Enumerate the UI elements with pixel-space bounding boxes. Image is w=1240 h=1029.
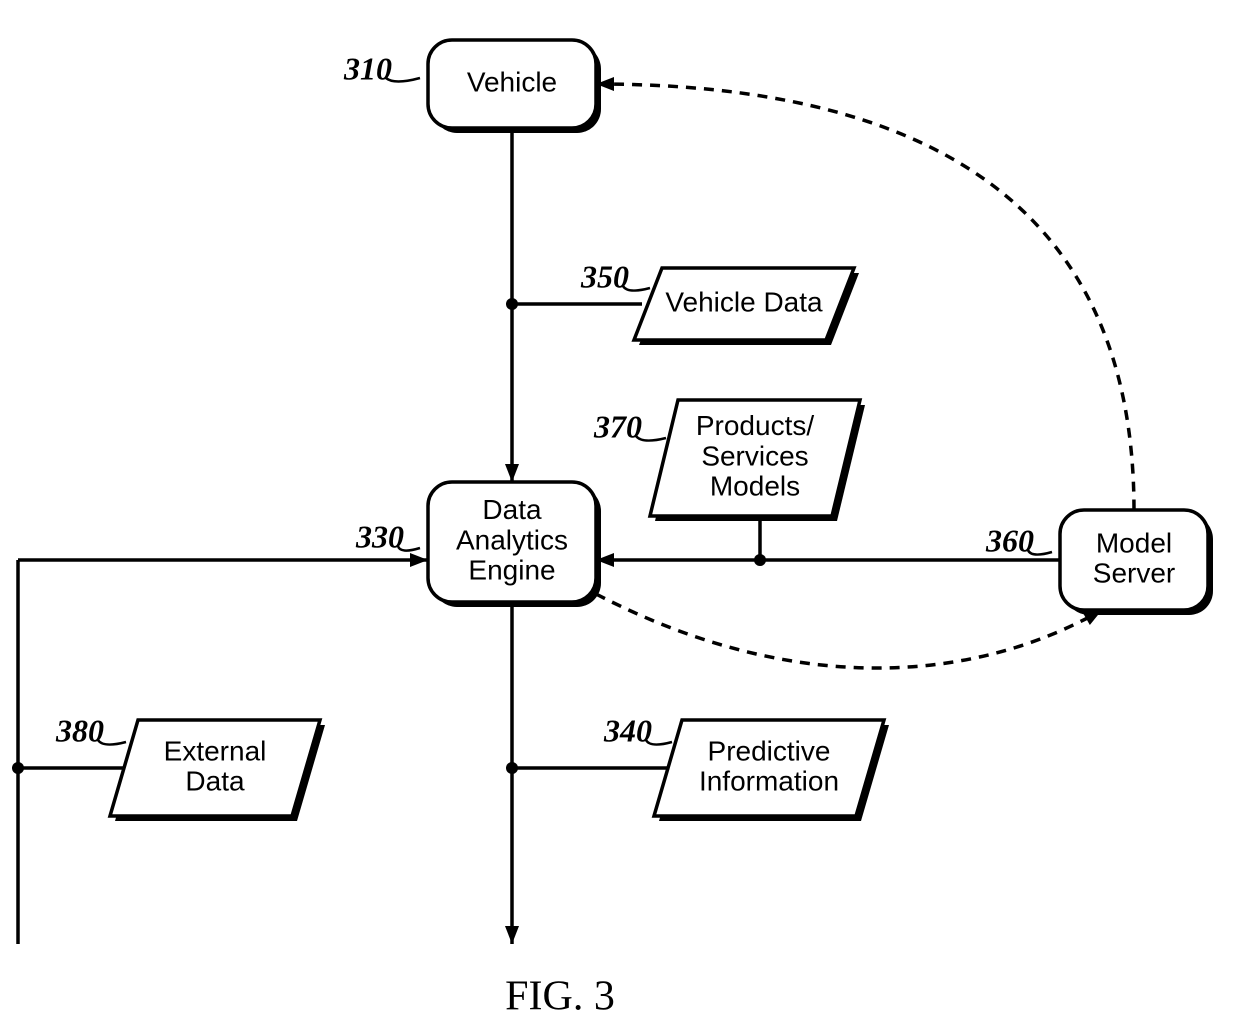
node-label: Vehicle — [467, 66, 557, 97]
reference-number: 310 — [343, 50, 392, 86]
node-label: Analytics — [456, 524, 568, 555]
node-label: Services — [701, 440, 808, 471]
reference-number: 380 — [55, 712, 104, 748]
node-label: Engine — [468, 555, 555, 586]
node-label: External — [164, 735, 267, 766]
figure-label: FIG. 3 — [505, 974, 615, 1020]
reference-number: 360 — [985, 522, 1034, 558]
node-label: Model — [1096, 527, 1172, 558]
node-label: Data — [185, 766, 245, 797]
reference-number: 340 — [603, 712, 652, 748]
node-label: Server — [1093, 558, 1175, 589]
reference-number: 330 — [355, 518, 404, 554]
node-label: Models — [710, 471, 800, 502]
edge-dashed — [596, 594, 1102, 668]
node-label: Vehicle Data — [665, 286, 823, 317]
node-label: Data — [482, 494, 542, 525]
reference-number: 370 — [593, 408, 642, 444]
node-label: Information — [699, 766, 839, 797]
node-label: Predictive — [708, 735, 831, 766]
node-label: Products/ — [696, 410, 814, 441]
reference-number: 350 — [580, 258, 629, 294]
